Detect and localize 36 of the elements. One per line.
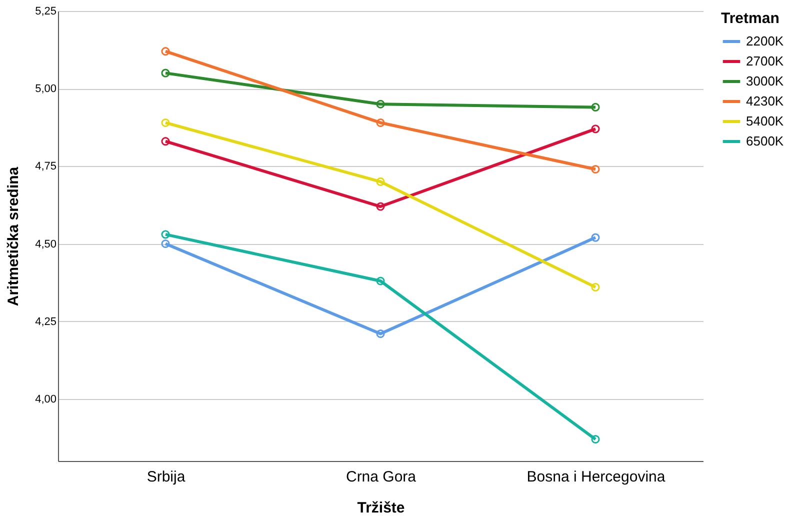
- point: [591, 102, 600, 112]
- x-tick-label: Bosna i Hercegovina: [526, 468, 666, 486]
- y-tick-label: 4,50: [35, 238, 56, 250]
- legend-label: 4230K: [746, 94, 784, 108]
- y-tick-label: 4,75: [35, 160, 56, 173]
- legend-label: 2700K: [746, 54, 784, 68]
- point: [161, 137, 170, 146]
- point: [591, 164, 600, 174]
- y-tick-label: 5,00: [35, 83, 56, 96]
- point: [376, 329, 385, 338]
- legend-label: 2200K: [746, 34, 784, 48]
- point: [591, 434, 600, 444]
- point: [376, 276, 385, 286]
- point: [591, 124, 600, 134]
- point: [376, 100, 385, 108]
- point: [161, 68, 170, 78]
- legend-label: 5400K: [746, 114, 784, 128]
- y-tick-label: 5,25: [35, 6, 56, 18]
- x-tick-label: Crna Gora: [346, 468, 417, 486]
- point: [161, 239, 170, 248]
- point: [376, 177, 385, 186]
- legend-title: Tretman: [721, 10, 780, 27]
- x-tick-label: Srbija: [146, 468, 186, 486]
- point: [376, 202, 385, 211]
- point: [161, 118, 170, 128]
- point: [591, 282, 600, 292]
- point: [376, 118, 385, 128]
- point: [161, 230, 170, 239]
- y-axis-title: Aritmetička sredina: [5, 166, 22, 306]
- legend-label: 3000K: [746, 74, 784, 88]
- y-tick-label: 4,25: [35, 316, 56, 328]
- point: [161, 47, 170, 56]
- y-tick-label: 4,00: [35, 393, 56, 406]
- legend-label: 6500K: [746, 134, 784, 148]
- x-axis-title: Tržište: [357, 500, 405, 516]
- point: [591, 233, 600, 242]
